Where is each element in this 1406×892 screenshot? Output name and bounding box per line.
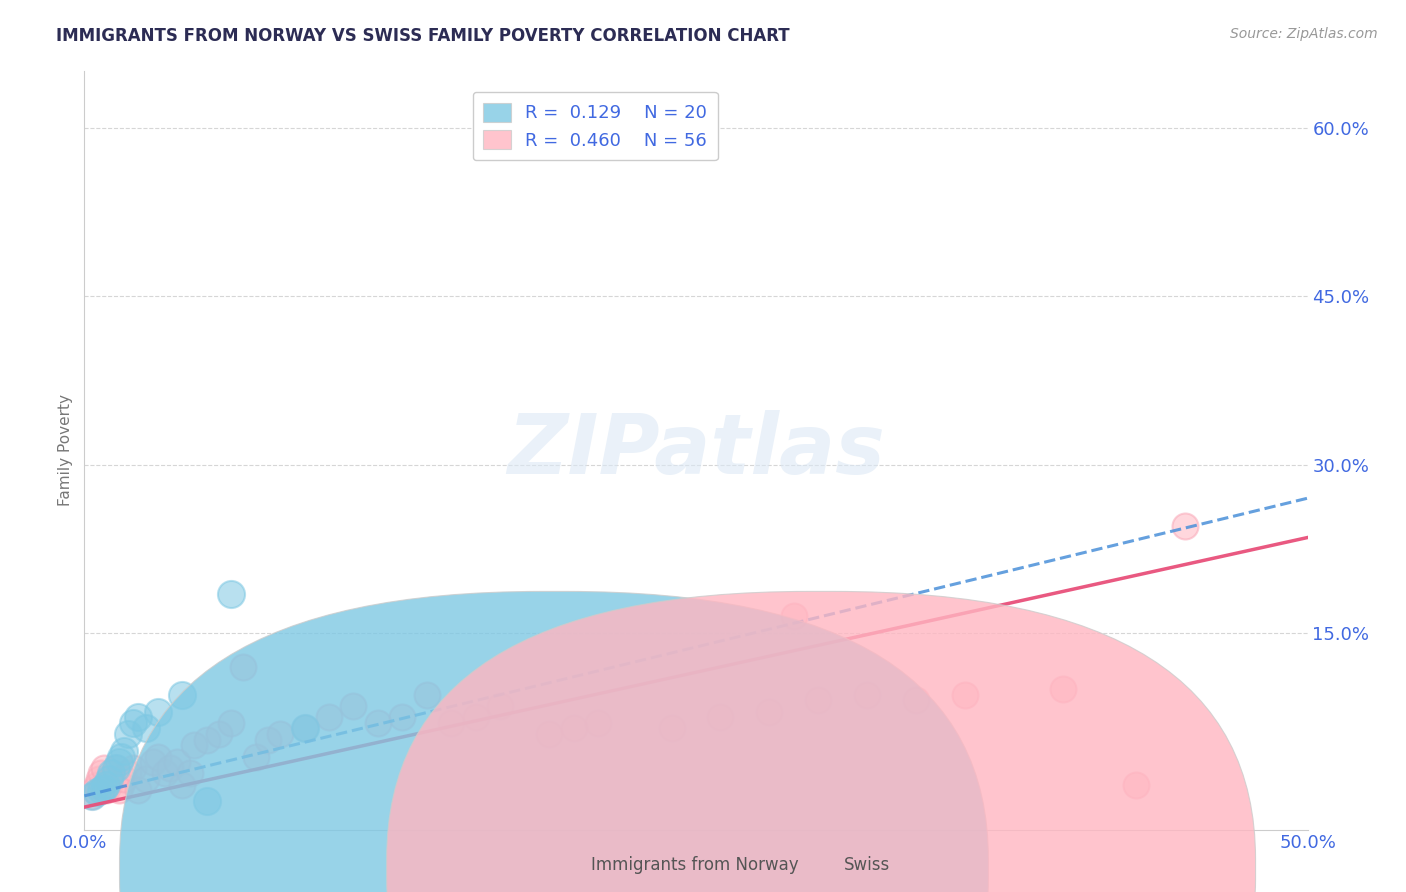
Point xyxy=(135,772,157,786)
Point xyxy=(100,772,122,786)
Point xyxy=(179,766,201,780)
Point xyxy=(112,772,135,786)
Point xyxy=(135,722,157,736)
Text: Immigrants from Norway: Immigrants from Norway xyxy=(591,855,799,873)
Point xyxy=(391,710,413,724)
Point xyxy=(183,739,205,753)
Point xyxy=(107,755,129,769)
Point xyxy=(269,727,291,741)
Point xyxy=(661,722,683,736)
Point xyxy=(294,722,316,736)
Point xyxy=(93,761,115,775)
Point xyxy=(1174,519,1197,533)
Point xyxy=(294,722,316,736)
Point xyxy=(83,783,105,797)
Text: Swiss: Swiss xyxy=(844,855,890,873)
Point xyxy=(416,688,439,702)
Point xyxy=(166,755,188,769)
Point xyxy=(127,783,149,797)
Point xyxy=(318,710,340,724)
Point xyxy=(105,761,128,775)
Point xyxy=(367,715,389,730)
Point xyxy=(172,778,194,792)
Point xyxy=(758,705,780,719)
Point xyxy=(96,778,118,792)
Point xyxy=(538,727,561,741)
Text: ZIPatlas: ZIPatlas xyxy=(508,410,884,491)
Point xyxy=(112,744,135,758)
Y-axis label: Family Poverty: Family Poverty xyxy=(58,394,73,507)
Legend: R =  0.129    N = 20, R =  0.460    N = 56: R = 0.129 N = 20, R = 0.460 N = 56 xyxy=(472,92,717,161)
Point xyxy=(245,749,267,764)
Point xyxy=(208,727,231,741)
Point xyxy=(97,778,120,792)
Text: IMMIGRANTS FROM NORWAY VS SWISS FAMILY POVERTY CORRELATION CHART: IMMIGRANTS FROM NORWAY VS SWISS FAMILY P… xyxy=(56,27,790,45)
Point xyxy=(142,755,165,769)
Point xyxy=(159,761,181,775)
Point xyxy=(122,715,145,730)
Point xyxy=(807,693,830,707)
Point xyxy=(117,727,139,741)
Point xyxy=(257,732,280,747)
Point xyxy=(342,698,364,713)
Point xyxy=(232,659,254,673)
Point xyxy=(87,772,110,786)
Point xyxy=(489,698,512,713)
Point xyxy=(86,778,108,792)
Point xyxy=(97,772,120,786)
Text: Source: ZipAtlas.com: Source: ZipAtlas.com xyxy=(1230,27,1378,41)
Point xyxy=(1125,778,1147,792)
Point xyxy=(146,749,169,764)
Point xyxy=(96,783,118,797)
Point xyxy=(464,710,486,724)
Point xyxy=(219,715,242,730)
Point xyxy=(1052,682,1074,697)
Point xyxy=(440,715,463,730)
Point xyxy=(856,688,879,702)
Point xyxy=(110,778,132,792)
Point xyxy=(80,789,103,803)
Point xyxy=(93,780,115,795)
Point xyxy=(783,609,806,624)
Point xyxy=(110,749,132,764)
Point xyxy=(90,766,112,780)
Point xyxy=(953,688,976,702)
Point xyxy=(586,715,609,730)
Point xyxy=(105,761,128,775)
Point xyxy=(195,795,218,809)
Point xyxy=(90,783,112,797)
Point xyxy=(107,783,129,797)
Point xyxy=(195,732,218,747)
Point xyxy=(117,766,139,780)
Point xyxy=(709,710,731,724)
Point xyxy=(127,710,149,724)
Point xyxy=(100,766,122,780)
Point xyxy=(172,688,194,702)
Point xyxy=(153,766,176,780)
Point xyxy=(86,785,108,799)
Point xyxy=(122,761,145,775)
Point xyxy=(146,705,169,719)
Point xyxy=(80,789,103,803)
Point xyxy=(905,693,928,707)
Point xyxy=(103,766,125,780)
Point xyxy=(219,587,242,601)
Point xyxy=(562,722,585,736)
